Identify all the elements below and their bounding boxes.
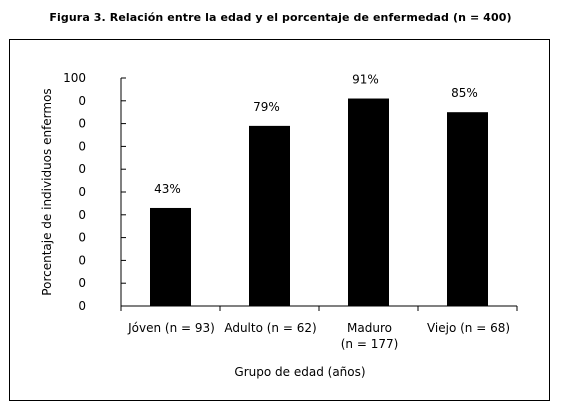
- x-tick-label: Viejo (n = 68): [427, 321, 510, 335]
- y-tick-label: 0: [78, 117, 86, 131]
- bar: [150, 207, 191, 306]
- bar: [348, 98, 389, 307]
- y-tick-label: 0: [78, 162, 86, 176]
- chart-title: Figura 3. Relación entre la edad y el po…: [49, 11, 512, 24]
- x-tick-label: Maduro (n = 177): [341, 321, 399, 351]
- chart-frame: [9, 39, 550, 401]
- data-label: 91%: [352, 73, 379, 87]
- y-tick-label: 0: [78, 231, 86, 245]
- x-tick-label: Jóven (n = 93): [127, 321, 215, 335]
- y-tick-label: 0: [78, 208, 86, 222]
- data-labels: 43% 79% 91% 85%: [154, 73, 478, 196]
- bar: [447, 112, 488, 306]
- y-tick-label: 0: [78, 139, 86, 153]
- data-label: 79%: [253, 100, 280, 114]
- bars: [150, 98, 488, 307]
- y-tick-label: 0: [78, 94, 86, 108]
- y-axis-title: Porcentaje de individuos enfermos: [40, 88, 54, 295]
- y-tick-label: 0: [78, 299, 86, 313]
- x-ticks: [120, 306, 518, 311]
- data-label: 43%: [154, 182, 181, 196]
- y-tick-label: 0: [78, 253, 86, 267]
- data-label: 85%: [451, 86, 478, 100]
- x-tick-labels: Jóven (n = 93) Adulto (n = 62) Maduro (n = …: [127, 321, 510, 351]
- x-tick-label: Adulto (n = 62): [224, 321, 316, 335]
- y-tick-label: 100: [63, 71, 86, 85]
- y-ticks: 0 0 0 0 0 0 0 0 0 0 100: [63, 71, 126, 313]
- y-tick-label: 0: [78, 276, 86, 290]
- y-tick-label: 0: [78, 185, 86, 199]
- bar: [249, 125, 290, 306]
- x-axis-title: Grupo de edad (años): [234, 365, 365, 379]
